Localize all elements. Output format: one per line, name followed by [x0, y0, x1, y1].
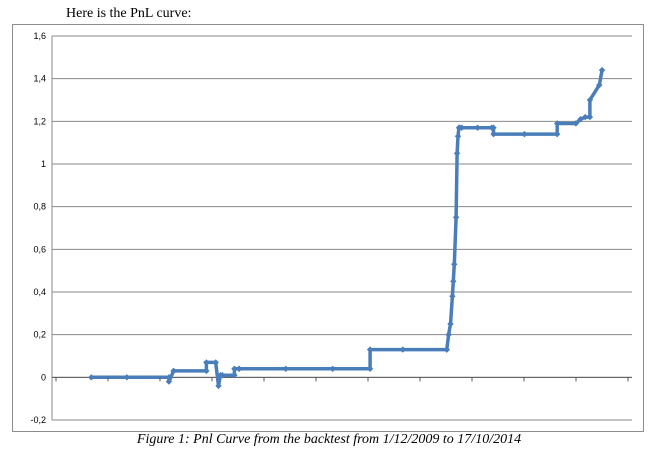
data-point — [231, 365, 238, 372]
series-line — [89, 68, 604, 388]
intro-text: Here is the PnL curve: — [66, 6, 192, 21]
data-point — [553, 120, 561, 127]
y-tick-label: 1 — [41, 159, 46, 169]
data-point — [490, 130, 497, 138]
series-layer — [88, 66, 606, 390]
data-point — [596, 81, 603, 89]
data-point — [219, 372, 226, 379]
data-point — [450, 278, 457, 285]
data-point — [203, 367, 210, 375]
data-point — [399, 346, 407, 353]
data-point — [453, 150, 461, 157]
y-tick-label: 0,8 — [33, 202, 46, 212]
data-point — [452, 214, 460, 221]
data-point — [170, 367, 177, 375]
data-point — [123, 374, 131, 381]
data-point — [490, 124, 497, 131]
data-point — [454, 133, 462, 140]
data-point — [582, 113, 589, 121]
data-point — [212, 359, 219, 366]
data-point — [458, 124, 465, 131]
data-point — [445, 331, 452, 338]
figure-caption: Figure 1: Pnl Curve from the backtest fr… — [136, 432, 522, 447]
data-point — [447, 320, 454, 328]
data-point — [366, 346, 374, 353]
data-point — [329, 365, 336, 372]
y-tick-label: 0,4 — [33, 287, 46, 297]
data-point — [521, 130, 528, 138]
data-point — [235, 365, 243, 372]
data-point — [231, 372, 238, 379]
data-point — [586, 96, 594, 104]
data-point — [165, 378, 173, 385]
data-point — [577, 116, 584, 123]
data-point — [474, 124, 481, 131]
axis-layer — [51, 36, 632, 420]
data-point — [88, 374, 95, 381]
y-tick-label: -0,2 — [30, 415, 46, 425]
data-point — [366, 365, 374, 372]
data-point — [443, 346, 450, 353]
y-tick-label: 1,6 — [33, 31, 46, 41]
data-point — [449, 293, 456, 300]
y-tick-label: 1,4 — [33, 74, 46, 84]
y-tick-label: 0 — [41, 372, 46, 382]
data-point — [598, 66, 606, 74]
data-point — [215, 382, 222, 390]
y-tick-label: 0,2 — [33, 330, 46, 340]
data-point — [586, 113, 594, 121]
data-point — [572, 120, 580, 127]
grid-layer — [52, 35, 632, 421]
y-tick-label: 0,6 — [33, 244, 46, 254]
tick-layer: -0,2 0 0,2 0,4 0,6 0,8 1 1,2 1,4 1,6 — [30, 31, 629, 425]
data-point — [165, 374, 173, 381]
data-point — [451, 261, 458, 268]
pnl-chart: -0,2 0 0,2 0,4 0,6 0,8 1 1,2 1,4 1,6 — [30, 31, 632, 425]
y-tick-label: 1,2 — [33, 116, 46, 126]
chart-frame — [12, 24, 644, 432]
data-point — [203, 359, 210, 366]
data-point — [282, 365, 290, 372]
data-point — [553, 130, 561, 138]
